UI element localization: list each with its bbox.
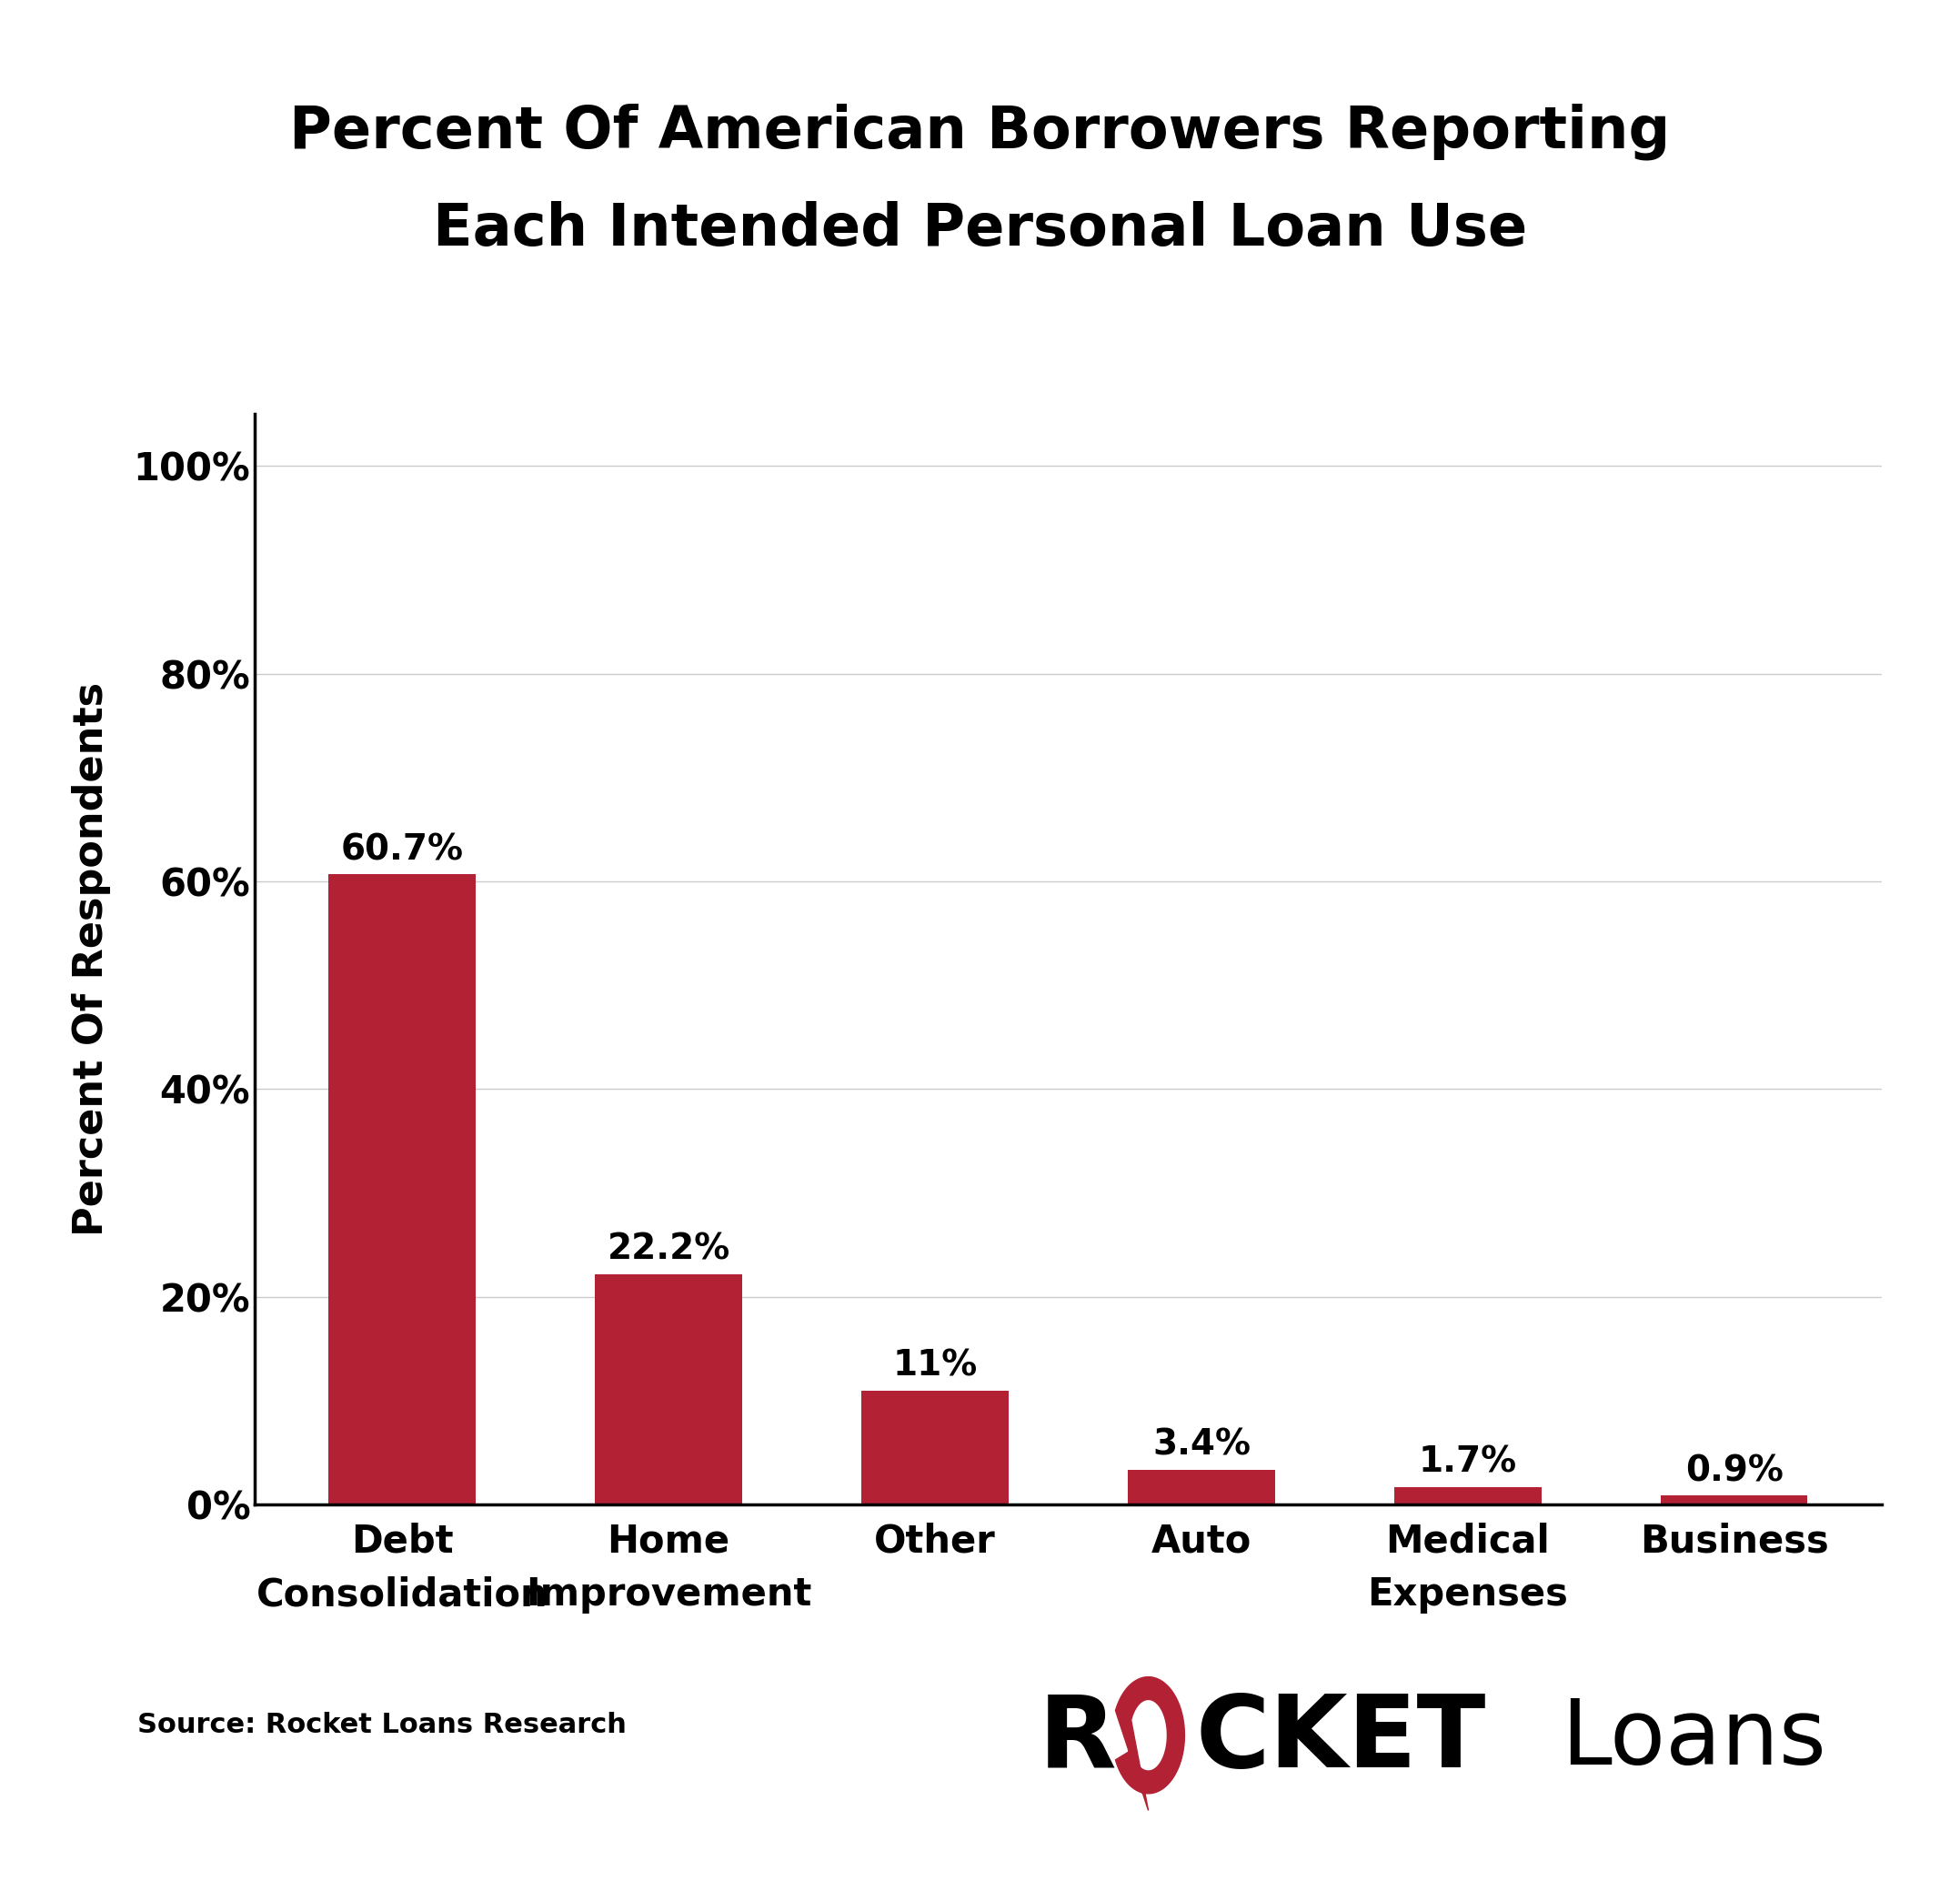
Text: Each Intended Personal Loan Use: Each Intended Personal Loan Use bbox=[433, 201, 1527, 258]
Text: 11%: 11% bbox=[892, 1349, 978, 1383]
Text: Source: Rocket Loans Research: Source: Rocket Loans Research bbox=[137, 1712, 627, 1738]
Y-axis label: Percent Of Respondents: Percent Of Respondents bbox=[71, 683, 110, 1236]
Bar bbox=[1396, 1488, 1541, 1505]
Text: 3.4%: 3.4% bbox=[1152, 1428, 1250, 1462]
Text: CKET: CKET bbox=[1196, 1691, 1486, 1789]
Bar bbox=[329, 875, 476, 1505]
Bar bbox=[862, 1390, 1007, 1505]
Text: Loans: Loans bbox=[1560, 1697, 1827, 1783]
Text: 22.2%: 22.2% bbox=[608, 1232, 729, 1268]
Text: R: R bbox=[1039, 1691, 1117, 1789]
Text: 0.9%: 0.9% bbox=[1686, 1454, 1784, 1488]
Bar bbox=[596, 1273, 741, 1505]
Text: 1.7%: 1.7% bbox=[1419, 1445, 1517, 1480]
Bar bbox=[1660, 1495, 1807, 1505]
Polygon shape bbox=[1115, 1678, 1184, 1810]
Text: Percent Of American Borrowers Reporting: Percent Of American Borrowers Reporting bbox=[290, 103, 1670, 160]
Bar bbox=[1129, 1469, 1274, 1505]
Text: 60.7%: 60.7% bbox=[341, 831, 463, 867]
